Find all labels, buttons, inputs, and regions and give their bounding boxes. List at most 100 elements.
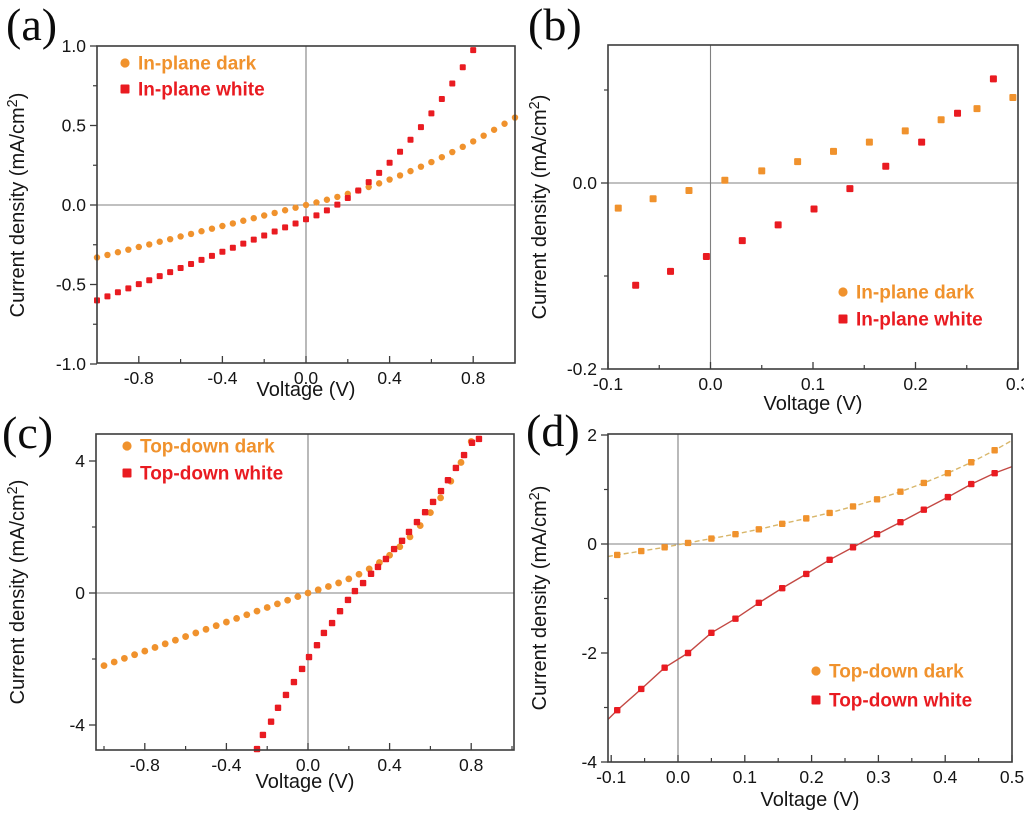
y-axis-title: Current density (mA/cm2) [527,95,551,320]
data-point [156,238,163,245]
data-point [261,212,268,219]
data-point [920,479,928,487]
series-in-plane-dark [93,114,519,261]
data-point [303,216,309,223]
panel-d: -0.1 0.0 0.1 0.2 0.3 0.4 0.5 2 0 -2 -4 Voltage (V) C… [527,425,1024,811]
data-point [390,545,398,553]
y-tick-label: 0 [587,534,597,554]
data-point [460,451,468,459]
data-point [918,138,926,146]
data-point [708,535,715,542]
x-tick-label: 0.2 [799,767,823,787]
data-point [367,570,375,578]
data-point [223,618,230,626]
data-point [873,530,881,538]
data-point [314,586,322,594]
data-point [803,570,810,578]
data-point [406,533,414,541]
x-tick-label: -0.4 [211,755,241,775]
data-point [755,526,763,533]
data-point [397,148,404,155]
data-point [873,496,881,503]
data-point [359,579,367,587]
data-point [135,281,142,288]
x-tick-label: 0.0 [666,767,691,787]
data-point [334,193,341,201]
data-point [292,220,299,227]
legend: Top-down dark Top-down white [811,662,972,712]
legend-label: In-plane dark [856,283,975,304]
series-line [607,439,1013,558]
x-tick-label: 0.3 [866,767,890,787]
data-point [290,678,298,686]
y-tick-label: 0 [75,583,85,603]
data-point [849,503,857,510]
data-point [779,520,786,528]
y-tick-label: 0.0 [573,173,598,193]
data-point [452,464,460,472]
data-point [104,293,111,300]
panel-a-label: (a) [6,0,58,50]
series-in-plane-white [632,75,997,289]
data-point [320,629,328,637]
data-point [480,132,487,139]
legend: In-plane dark In-plane white [838,283,983,331]
x-tick-label: -0.1 [596,767,626,787]
data-point [282,224,289,231]
data-point [335,579,342,587]
legend-marker-square [122,468,132,478]
data-point [954,109,962,117]
data-point [407,167,414,175]
data-point [208,225,216,232]
data-point [470,138,477,145]
data-point [437,487,445,495]
data-point [685,186,693,194]
data-point [490,126,498,133]
x-tick-label: -0.4 [207,368,237,388]
data-point [151,644,159,651]
data-point [182,633,190,640]
x-tick-label: 0.1 [733,767,757,787]
series-in-plane-dark [614,93,1017,212]
data-point [865,138,873,146]
data-point [298,665,306,673]
data-point [826,556,833,564]
y-tick-label: 2 [587,425,597,445]
data-point [323,196,331,203]
data-point [302,201,310,209]
data-point [438,95,445,102]
x-tick-label: 0.1 [801,374,825,394]
data-point [121,654,128,662]
data-point [243,611,251,619]
data-point [457,459,465,466]
data-point [334,201,341,208]
y-tick-label: 0.5 [62,116,86,136]
data-point [937,116,945,124]
data-point [198,228,205,235]
legend: In-plane dark In-plane white [120,54,265,101]
x-tick-label: 0.4 [377,755,402,775]
y-tick-label: 1.0 [62,36,87,56]
series-in-plane-white [94,47,477,304]
data-point [250,236,257,243]
data-point [732,530,739,538]
y-tick-label: -1.0 [56,354,86,374]
x-tick-label: 0.8 [461,368,485,388]
x-tick-label: -0.1 [593,374,623,394]
data-point [261,232,268,239]
data-point [738,237,746,245]
data-point [325,583,332,590]
data-point [470,47,477,54]
data-point [336,607,344,615]
data-point [188,260,195,267]
legend-label: Top-down white [140,464,283,485]
x-tick-label: 0.2 [903,374,927,394]
data-point [323,207,330,214]
data-point [166,235,174,243]
x-tick-label: 0.3 [1006,374,1024,394]
data-point [684,539,692,547]
y-tick-label: -0.2 [567,359,597,379]
data-point [386,159,393,166]
data-point [187,230,195,238]
data-point [428,158,435,166]
